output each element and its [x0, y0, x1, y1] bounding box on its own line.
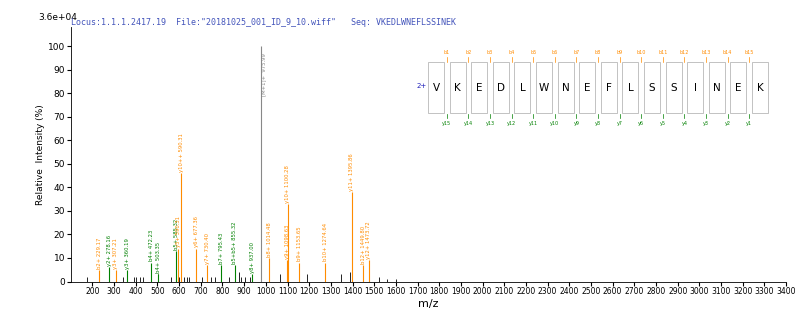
Text: y14: y14: [464, 121, 473, 126]
Text: b3: b3: [487, 50, 493, 55]
Text: b15: b15: [745, 50, 754, 55]
Text: y6: y6: [638, 121, 644, 126]
Text: y9: y9: [574, 121, 579, 126]
Text: b4: b4: [509, 50, 514, 55]
Text: y11: y11: [529, 121, 538, 126]
Text: I: I: [694, 83, 697, 93]
Text: y4: y4: [682, 121, 687, 126]
Text: y3+ 360.19: y3+ 360.19: [125, 238, 130, 269]
Text: V: V: [433, 83, 439, 93]
Text: b10: b10: [637, 50, 646, 55]
Text: b7+ 795.43: b7+ 795.43: [219, 233, 224, 264]
Text: b10+ 1274.64: b10+ 1274.64: [323, 223, 328, 261]
Text: b5+b5+ 855.32: b5+b5+ 855.32: [232, 221, 238, 264]
Text: b13: b13: [702, 50, 710, 55]
Text: K: K: [454, 83, 461, 93]
Text: L: L: [519, 83, 526, 93]
Text: E: E: [584, 83, 590, 93]
Text: W: W: [539, 83, 549, 93]
Text: y6+ 677.36: y6+ 677.36: [194, 216, 198, 247]
Text: b8: b8: [595, 50, 601, 55]
Text: 2+: 2+: [417, 83, 426, 89]
Text: b5: b5: [530, 50, 536, 55]
Text: y8: y8: [595, 121, 601, 126]
Text: y3: y3: [703, 121, 709, 126]
Text: Locus:1.1.1.2417.19  File:"20181025_001_ID_9_10.wiff"   Seq: VKEDLWNEFLSSINEK: Locus:1.1.1.2417.19 File:"20181025_001_I…: [70, 18, 456, 27]
Text: b7: b7: [574, 50, 579, 55]
Text: y5+ 590.31: y5+ 590.31: [176, 216, 181, 247]
Text: y3+ 307.21: y3+ 307.21: [114, 238, 118, 269]
Text: D: D: [497, 83, 505, 93]
Text: b12+ 1449.80: b12+ 1449.80: [361, 226, 366, 264]
Text: y2: y2: [725, 121, 730, 126]
Text: L: L: [627, 83, 634, 93]
Text: b9: b9: [617, 50, 622, 55]
Text: b12: b12: [680, 50, 689, 55]
Text: y10++ 590.31: y10++ 590.31: [179, 133, 184, 172]
Text: N: N: [713, 83, 721, 93]
Text: b9+ 1153.65: b9+ 1153.65: [297, 227, 302, 261]
Text: y5: y5: [660, 121, 666, 126]
Text: y12: y12: [507, 121, 516, 126]
Text: y8+ 937.00: y8+ 937.00: [250, 242, 255, 273]
Text: S: S: [670, 83, 677, 93]
Text: F: F: [606, 83, 612, 93]
Text: K: K: [757, 83, 763, 93]
Text: b5+ 585.32: b5+ 585.32: [174, 218, 178, 250]
Text: y7: y7: [617, 121, 622, 126]
Text: y1: y1: [746, 121, 752, 126]
Text: b2+ 229.17: b2+ 229.17: [97, 237, 102, 269]
Text: y7+ 730.40: y7+ 730.40: [206, 233, 210, 264]
Text: S: S: [649, 83, 655, 93]
Y-axis label: Relative  Intensity (%): Relative Intensity (%): [36, 104, 45, 205]
Text: b2: b2: [466, 50, 471, 55]
Text: b1: b1: [444, 50, 450, 55]
Text: N: N: [562, 83, 570, 93]
Text: E: E: [735, 83, 742, 93]
Text: [M+1]+  975.99: [M+1]+ 975.99: [262, 53, 266, 96]
Text: y13: y13: [486, 121, 494, 126]
Text: E: E: [476, 83, 482, 93]
Text: b4+ 503.35: b4+ 503.35: [156, 242, 161, 273]
Text: y2+ 278.16: y2+ 278.16: [107, 235, 112, 266]
X-axis label: m/z: m/z: [418, 299, 438, 309]
Text: y12+ 1473.72: y12+ 1473.72: [366, 221, 371, 259]
Text: y10: y10: [550, 121, 559, 126]
Text: b14: b14: [723, 50, 732, 55]
Text: y15: y15: [442, 121, 451, 126]
Text: b8+ 1014.48: b8+ 1014.48: [267, 222, 272, 257]
Text: y9+ 1098.63: y9+ 1098.63: [285, 225, 290, 259]
Text: b6: b6: [552, 50, 558, 55]
Text: b4+ 472.23: b4+ 472.23: [150, 230, 154, 261]
Text: b11: b11: [658, 50, 667, 55]
Text: y10+ 1100.28: y10+ 1100.28: [286, 165, 290, 203]
Text: 3.6e+04: 3.6e+04: [38, 13, 78, 22]
Text: y11+ 1395.86: y11+ 1395.86: [350, 153, 354, 191]
